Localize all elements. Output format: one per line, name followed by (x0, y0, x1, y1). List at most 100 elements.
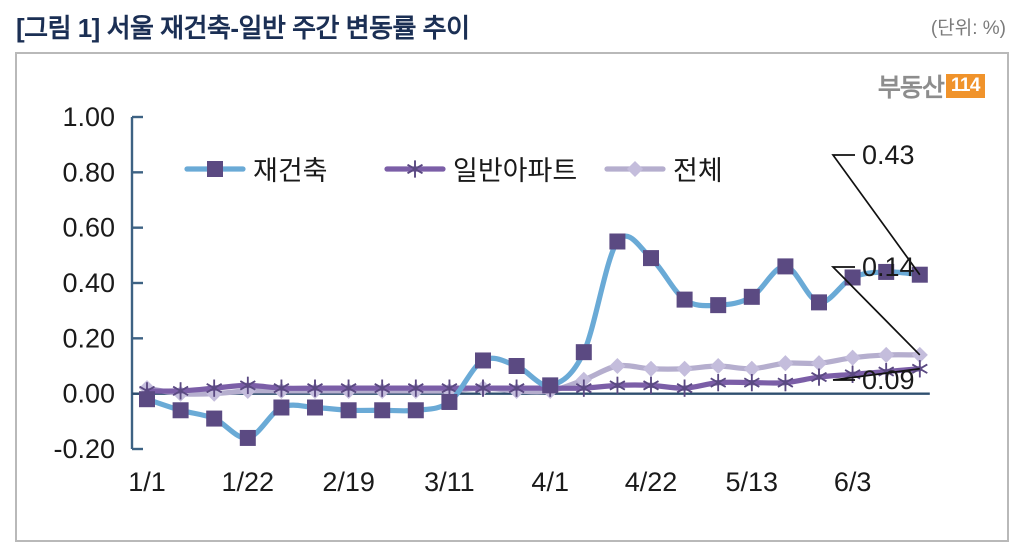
data-point-marker (609, 357, 626, 375)
data-point-marker (239, 376, 256, 394)
data-point-marker (407, 160, 423, 178)
data-point-marker (743, 374, 760, 392)
data-point-marker (911, 266, 928, 283)
page-title: [그림 1] 서울 재건축-일반 주간 변동률 추이 (16, 12, 470, 43)
annotation-value-label: 0.09 (862, 365, 915, 395)
data-point-marker (710, 357, 727, 375)
x-tick-label: 3/11 (424, 467, 475, 497)
data-point-marker (207, 161, 223, 177)
legend-item-ilban-apt[interactable]: 일반아파트 (384, 156, 577, 186)
data-point-marker (710, 297, 727, 314)
data-point-marker (475, 379, 491, 397)
data-point-marker (441, 393, 458, 410)
data-point-marker (508, 379, 525, 397)
data-point-marker (307, 379, 323, 397)
data-point-marker (811, 294, 827, 311)
data-point-marker (273, 379, 290, 397)
data-series-group (138, 233, 928, 446)
logo-badge: 114 (945, 74, 985, 98)
series-line (144, 233, 923, 441)
data-point-marker (609, 376, 626, 394)
y-tick-label: 0.40 (62, 268, 115, 298)
annotation-leader-line (832, 367, 920, 381)
series-jaegeonchuk (139, 233, 928, 446)
data-point-marker (374, 402, 391, 419)
logo-text: 부동산 (877, 74, 945, 102)
data-point-marker (340, 402, 357, 419)
x-axis-tick-labels: 1/1 1/22 2/19 3/11 4/1 4/22 5/13 6/3 (128, 467, 871, 497)
data-point-marker (441, 379, 458, 397)
data-point-marker (844, 349, 861, 366)
legend-label: 재건축 (253, 156, 328, 186)
data-point-marker (307, 399, 323, 416)
x-tick-label: 6/3 (834, 467, 872, 497)
data-point-marker (508, 358, 525, 374)
data-point-marker (273, 399, 290, 416)
data-point-marker (810, 355, 828, 372)
annotation-leader-line (830, 266, 921, 356)
data-point-marker (206, 379, 223, 397)
data-point-marker (643, 250, 659, 267)
data-point-marker (811, 368, 827, 386)
y-tick-label: 0.80 (62, 157, 115, 187)
data-point-marker (609, 233, 626, 250)
x-tick-label: 1/1 (128, 467, 166, 497)
y-tick-label: -0.20 (53, 434, 115, 464)
chart-legend: 재건축 일반아파트 전체 (184, 156, 723, 186)
brand-logo: 부동산 114 (878, 68, 985, 104)
x-tick-label: 1/22 (222, 467, 275, 497)
legend-label: 전체 (673, 156, 723, 186)
data-point-marker (340, 379, 357, 397)
data-point-marker (777, 258, 794, 275)
data-point-marker (878, 346, 895, 363)
data-point-marker (575, 379, 592, 397)
data-point-marker (743, 360, 760, 377)
legend-item-jeonche[interactable]: 전체 (604, 156, 723, 186)
series-line (144, 366, 923, 394)
data-point-marker (475, 352, 491, 369)
y-tick-label: 0.60 (62, 213, 115, 243)
data-point-marker (743, 288, 760, 305)
figure-header: [그림 1] 서울 재건축-일반 주간 변동률 추이 (단위: %) (0, 0, 1024, 52)
annotation-value-label: 0.43 (862, 140, 915, 170)
x-tick-label: 4/1 (531, 467, 569, 497)
annotation-value-label: 0.14 (862, 252, 915, 282)
data-point-marker (676, 291, 693, 308)
data-point-marker (139, 391, 155, 408)
data-point-marker (844, 269, 861, 286)
annotation-leader-line (831, 154, 921, 276)
x-tick-label: 2/19 (322, 467, 375, 497)
data-point-marker (643, 376, 659, 394)
y-tick-label: 1.00 (62, 102, 115, 132)
data-point-marker (878, 263, 895, 280)
data-point-marker (642, 360, 660, 377)
y-tick-label: 0.20 (62, 323, 115, 353)
data-point-marker (206, 410, 223, 427)
value-annotations: 0.43 0.14 0.09 (830, 140, 921, 395)
unit-label: (단위: %) (930, 17, 1006, 39)
data-point-marker (575, 344, 592, 361)
chart-frame: 부동산 114 1.00 0.80 0.60 0.40 0.20 0.00 -0.20 1/… (15, 52, 1009, 542)
data-point-marker (777, 374, 794, 392)
data-point-marker (407, 379, 424, 397)
data-point-marker (710, 374, 727, 392)
legend-item-jaegeonchuk[interactable]: 재건축 (184, 156, 328, 186)
data-point-marker (407, 402, 424, 419)
line-chart-plot: 1.00 0.80 0.60 0.40 0.20 0.00 -0.20 1/1 1/22 2/1… (53, 102, 930, 497)
y-axis-tick-labels: 1.00 0.80 0.60 0.40 0.20 0.00 -0.20 (53, 102, 115, 464)
data-point-marker (626, 160, 644, 178)
series-ilban-apt (139, 360, 928, 400)
y-tick-label: 0.00 (62, 379, 115, 409)
data-point-marker (676, 360, 693, 377)
data-point-marker (239, 429, 256, 446)
data-point-marker (542, 377, 559, 394)
x-tick-label: 5/13 (726, 467, 779, 497)
data-point-marker (172, 382, 189, 400)
data-point-marker (374, 379, 391, 397)
data-point-marker (777, 355, 794, 372)
data-point-marker (172, 402, 189, 419)
x-tick-label: 4/22 (625, 467, 678, 497)
legend-label: 일반아파트 (453, 156, 577, 186)
data-point-marker (676, 379, 693, 397)
